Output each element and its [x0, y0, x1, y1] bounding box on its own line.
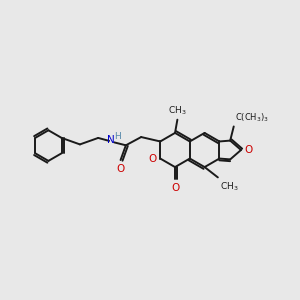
Text: C(CH$_3$)$_3$: C(CH$_3$)$_3$ [235, 111, 269, 124]
Text: CH$_3$: CH$_3$ [220, 180, 239, 193]
Text: CH$_3$: CH$_3$ [168, 104, 187, 117]
Text: O: O [244, 145, 253, 155]
Text: N: N [107, 135, 114, 145]
Text: O: O [148, 154, 157, 164]
Text: H: H [114, 132, 120, 141]
Text: O: O [116, 164, 125, 174]
Text: O: O [171, 183, 179, 193]
